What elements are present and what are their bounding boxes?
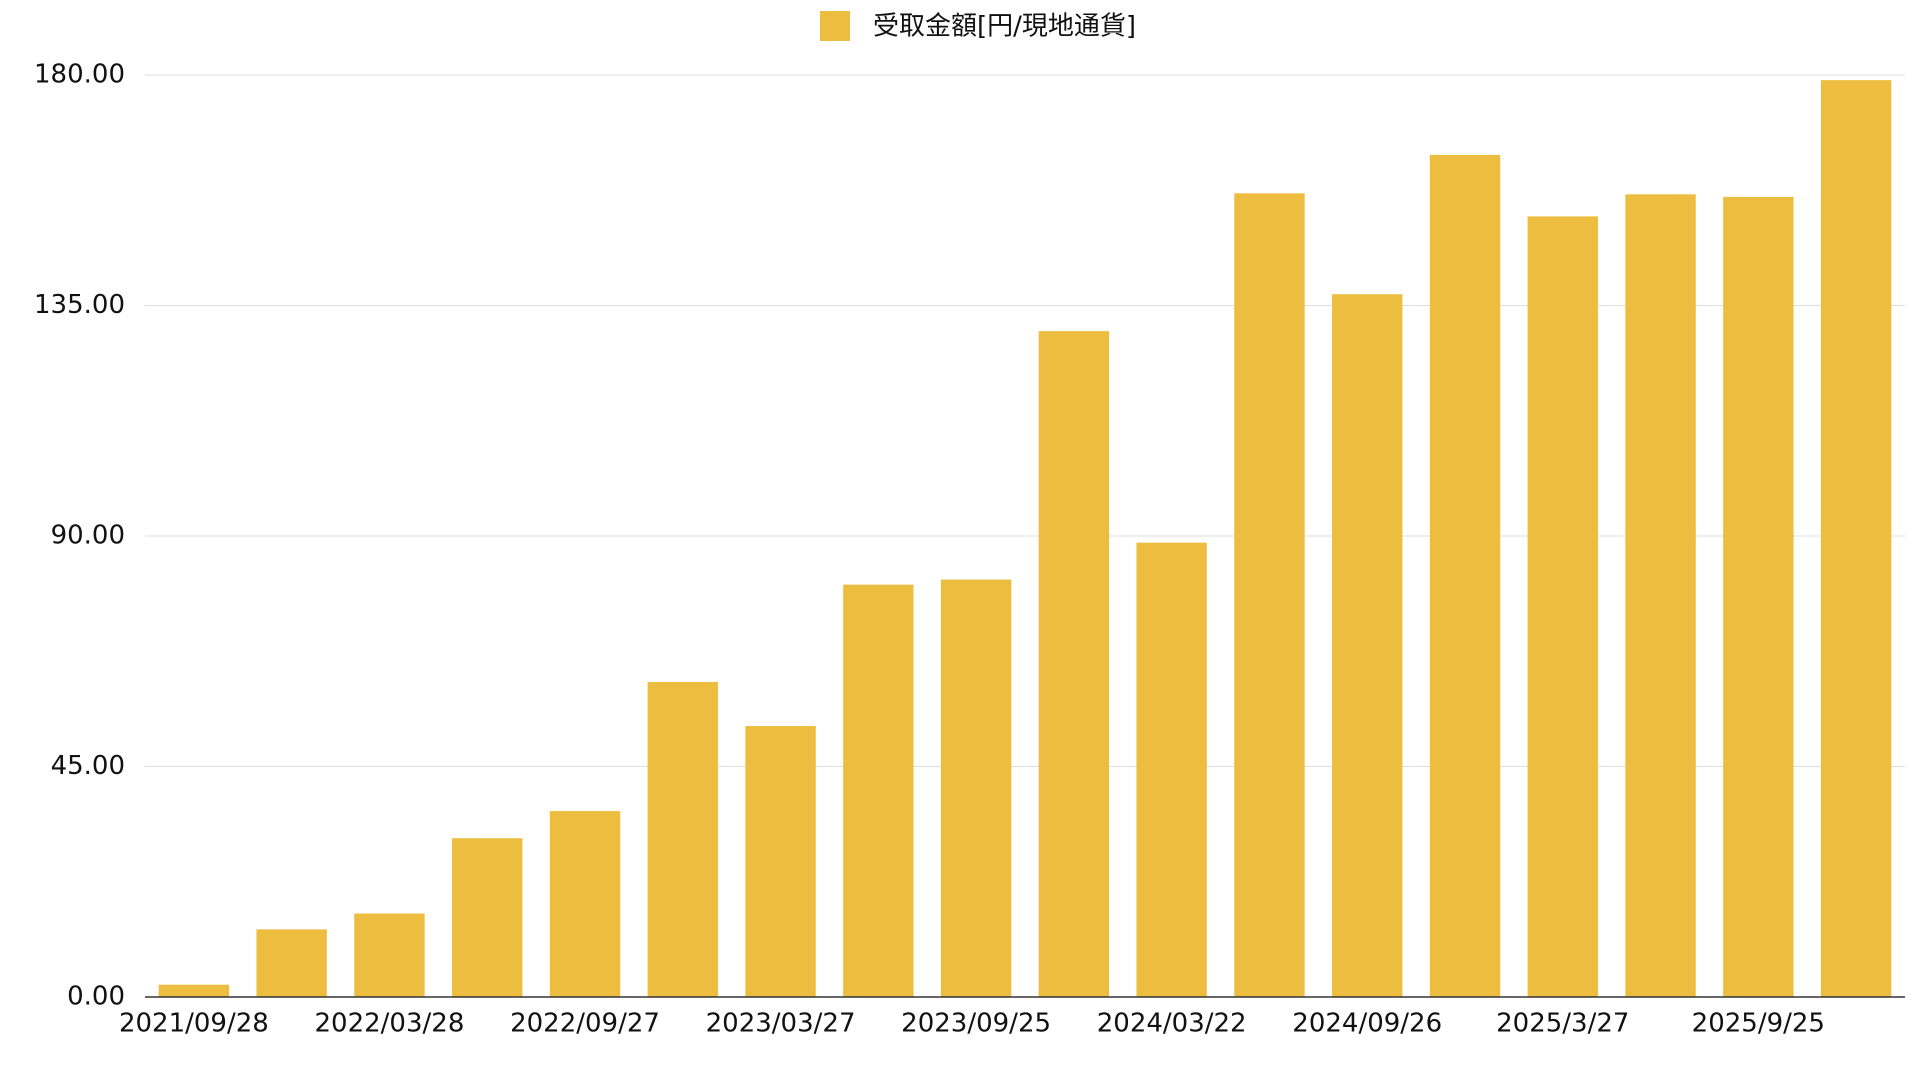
legend-label: 受取金額[円/現地通貨]	[873, 12, 1136, 42]
legend-swatch	[820, 11, 850, 41]
y-tick-label: 180.00	[34, 60, 125, 90]
y-tick-label: 0.00	[67, 982, 125, 1012]
x-tick-label: 2023/03/27	[706, 1009, 856, 1039]
bar	[1038, 331, 1110, 998]
bar	[256, 929, 327, 997]
bar	[1820, 80, 1892, 998]
x-tick-label: 2021/09/28	[119, 1009, 269, 1039]
x-tick-label: 2024/09/26	[1292, 1009, 1442, 1039]
bar	[452, 838, 523, 997]
bar	[158, 984, 230, 997]
bar	[549, 811, 621, 997]
x-tick-label: 2022/03/28	[315, 1009, 465, 1039]
x-tick-label: 2024/03/22	[1097, 1009, 1247, 1039]
x-tick-label: 2025/3/27	[1496, 1009, 1629, 1039]
bar	[745, 726, 816, 997]
bar	[1136, 542, 1207, 997]
bar	[647, 681, 718, 997]
x-tick-label: 2025/9/25	[1692, 1009, 1825, 1039]
bar	[1234, 193, 1305, 997]
y-tick-label: 45.00	[51, 751, 125, 781]
y-tick-label: 135.00	[34, 290, 125, 320]
x-tick-label: 2022/09/27	[510, 1009, 660, 1039]
bar	[1723, 196, 1794, 998]
bar	[1625, 194, 1696, 997]
bar	[1429, 154, 1501, 997]
bar	[1527, 216, 1598, 997]
bar	[354, 913, 425, 997]
bar	[940, 579, 1012, 997]
y-tick-label: 90.00	[51, 521, 125, 551]
bar	[843, 584, 914, 997]
bar	[1332, 294, 1403, 998]
x-tick-label: 2023/09/25	[901, 1009, 1051, 1039]
